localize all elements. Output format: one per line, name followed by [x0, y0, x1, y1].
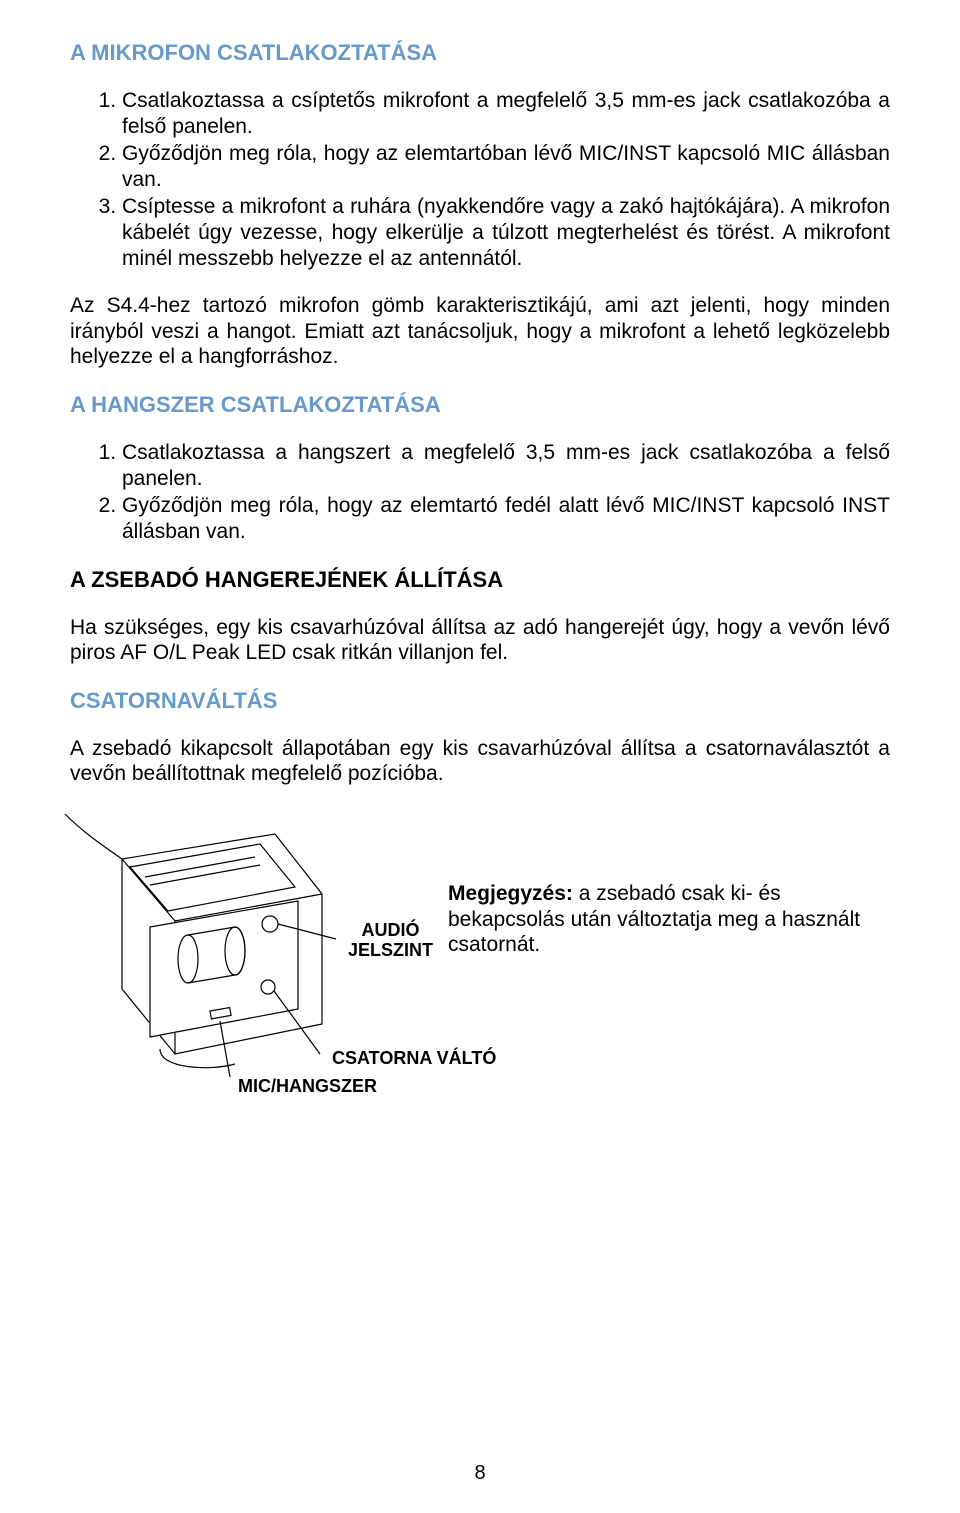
channel-heading: CSATORNAVÁLTÁS: [70, 688, 890, 714]
mic-description-paragraph: Az S4.4-hez tartozó mikrofon gömb karakt…: [70, 293, 890, 370]
mic-connection-heading: A MIKROFON CSATLAKOZTATÁSA: [70, 40, 890, 66]
diagram-note: Megjegyzés: a zsebadó csak ki- és bekapc…: [448, 881, 878, 958]
list-item: Győződjön meg róla, hogy az elemtartó fe…: [122, 493, 890, 544]
label-text: AUDIÓ: [362, 920, 420, 940]
instrument-connection-heading: A HANGSZER CSATLAKOZTATÁSA: [70, 392, 890, 418]
mic-instrument-label: MIC/HANGSZER: [238, 1077, 377, 1097]
mic-connection-list: Csatlakoztassa a csíptetős mikrofont a m…: [70, 88, 890, 271]
label-text: JELSZINT: [348, 940, 433, 960]
transmitter-illustration: [60, 809, 360, 1089]
page-number: 8: [0, 1462, 960, 1485]
instrument-connection-list: Csatlakoztassa a hangszert a megfelelő 3…: [70, 440, 890, 544]
device-diagram: AUDIÓ JELSZINT Megjegyzés: a zsebadó csa…: [70, 809, 890, 1189]
audio-level-label: AUDIÓ JELSZINT: [348, 921, 433, 961]
channel-switch-label: CSATORNA VÁLTÓ: [332, 1049, 496, 1069]
list-item: Csatlakoztassa a csíptetős mikrofont a m…: [122, 88, 890, 139]
channel-paragraph: A zsebadó kikapcsolt állapotában egy kis…: [70, 736, 890, 787]
volume-heading: A ZSEBADÓ HANGEREJÉNEK ÁLLÍTÁSA: [70, 567, 890, 593]
list-item: Csatlakoztassa a hangszert a megfelelő 3…: [122, 440, 890, 491]
volume-paragraph: Ha szükséges, egy kis csavarhúzóval állí…: [70, 615, 890, 666]
list-item: Győződjön meg róla, hogy az elemtartóban…: [122, 141, 890, 192]
list-item: Csíptesse a mikrofont a ruhára (nyakkend…: [122, 194, 890, 271]
note-bold: Megjegyzés:: [448, 882, 573, 905]
